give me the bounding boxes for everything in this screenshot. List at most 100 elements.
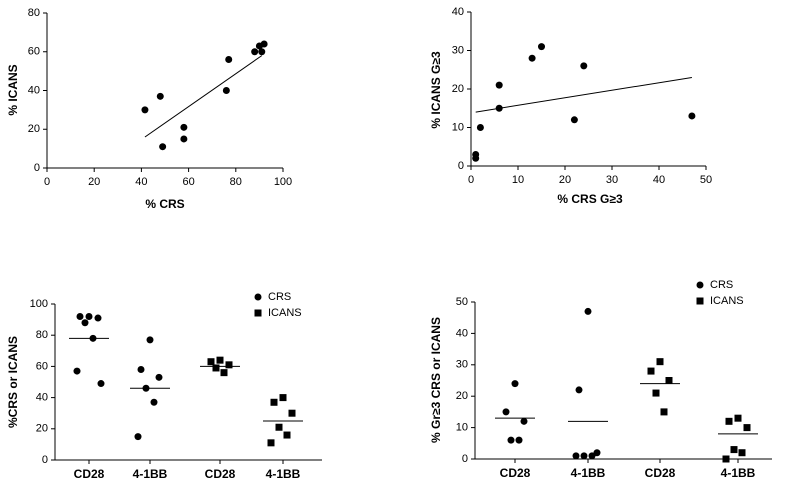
point — [220, 369, 228, 377]
y-tick-label: 40 — [28, 84, 40, 96]
point — [572, 452, 580, 460]
y-tick-label: 80 — [28, 7, 40, 19]
point — [207, 358, 215, 366]
x-axis-label: % CRS — [145, 197, 184, 211]
point — [647, 367, 655, 375]
point — [159, 143, 167, 151]
point — [212, 364, 220, 372]
point — [588, 452, 596, 460]
point — [146, 336, 154, 344]
y-tick-label: 20 — [36, 423, 48, 435]
x-tick-label: 80 — [230, 176, 242, 188]
point — [575, 386, 583, 394]
x-tick-label: 0 — [468, 174, 474, 186]
y-tick-label: 40 — [456, 327, 468, 339]
point — [283, 431, 291, 439]
x-axis-label: % CRS G≥3 — [557, 192, 623, 206]
x-tick-label: CD28 — [205, 467, 236, 481]
x-tick-label: 4-1BB — [721, 466, 756, 480]
y-tick-label: 10 — [452, 121, 464, 133]
x-tick-label: 100 — [274, 176, 292, 188]
point — [288, 409, 296, 417]
x-tick-label: 30 — [606, 174, 618, 186]
point — [580, 62, 588, 70]
point — [85, 312, 93, 320]
point — [734, 414, 742, 422]
point — [225, 361, 233, 369]
y-axis-label: % Gr≥3 CRS or ICANS — [429, 317, 443, 443]
legend-label: CRS — [710, 279, 733, 291]
point — [652, 389, 660, 397]
legend-marker — [696, 297, 704, 305]
point — [251, 48, 259, 56]
x-tick-label: CD28 — [645, 466, 676, 480]
point — [156, 92, 164, 100]
y-tick-label: 80 — [36, 329, 48, 341]
x-tick-label: 4-1BB — [266, 467, 301, 481]
y-tick-label: 30 — [456, 359, 468, 371]
legend-label: CRS — [268, 291, 291, 303]
point — [180, 123, 188, 131]
point — [580, 452, 588, 460]
legend-marker — [696, 281, 704, 289]
y-tick-label: 60 — [28, 46, 40, 58]
point — [76, 312, 84, 320]
y-axis-label: % ICANS G≥3 — [429, 51, 443, 129]
point — [743, 424, 751, 432]
y-tick-label: 30 — [452, 44, 464, 56]
point — [570, 116, 578, 124]
point — [216, 356, 224, 364]
x-tick-label: 4-1BB — [133, 467, 168, 481]
y-tick-label: 100 — [30, 298, 48, 310]
point — [97, 380, 105, 388]
point — [584, 307, 592, 315]
point — [89, 334, 97, 342]
x-tick-label: 40 — [135, 176, 147, 188]
point — [275, 423, 283, 431]
point — [137, 366, 145, 374]
legend-marker — [254, 293, 262, 301]
x-tick-label: 0 — [44, 176, 50, 188]
point — [656, 358, 664, 366]
point — [180, 135, 188, 143]
y-tick-label: 50 — [456, 296, 468, 308]
point — [730, 446, 738, 454]
point — [738, 449, 746, 457]
point — [270, 398, 278, 406]
x-tick-label: 10 — [512, 174, 524, 186]
point — [258, 48, 266, 56]
point — [225, 56, 233, 63]
x-tick-label: 50 — [700, 174, 712, 186]
y-tick-label: 10 — [456, 422, 468, 434]
y-tick-label: 0 — [42, 454, 48, 466]
x-tick-label: 4-1BB — [571, 466, 606, 480]
point — [495, 81, 503, 89]
x-tick-label: 40 — [653, 174, 665, 186]
legend-label: ICANS — [710, 295, 744, 307]
y-tick-label: 20 — [452, 83, 464, 95]
y-tick-label: 20 — [28, 123, 40, 135]
point — [476, 124, 484, 131]
point — [722, 455, 730, 463]
x-tick-label: CD28 — [500, 466, 531, 480]
point — [593, 449, 601, 457]
legend-label: ICANS — [268, 307, 302, 319]
y-axis-label: % ICANS — [6, 64, 20, 115]
x-tick-label: CD28 — [74, 467, 105, 481]
point — [150, 398, 158, 406]
point — [142, 384, 150, 392]
point — [665, 377, 673, 384]
y-tick-label: 0 — [462, 453, 468, 465]
point — [222, 87, 230, 94]
point — [688, 112, 696, 120]
point — [94, 314, 102, 322]
point — [538, 43, 545, 51]
point — [515, 436, 523, 444]
trend-line — [144, 55, 263, 138]
y-tick-label: 20 — [456, 390, 468, 402]
point — [528, 54, 536, 62]
legend-marker — [254, 309, 262, 317]
point — [725, 417, 733, 425]
y-tick-label: 0 — [458, 160, 464, 172]
